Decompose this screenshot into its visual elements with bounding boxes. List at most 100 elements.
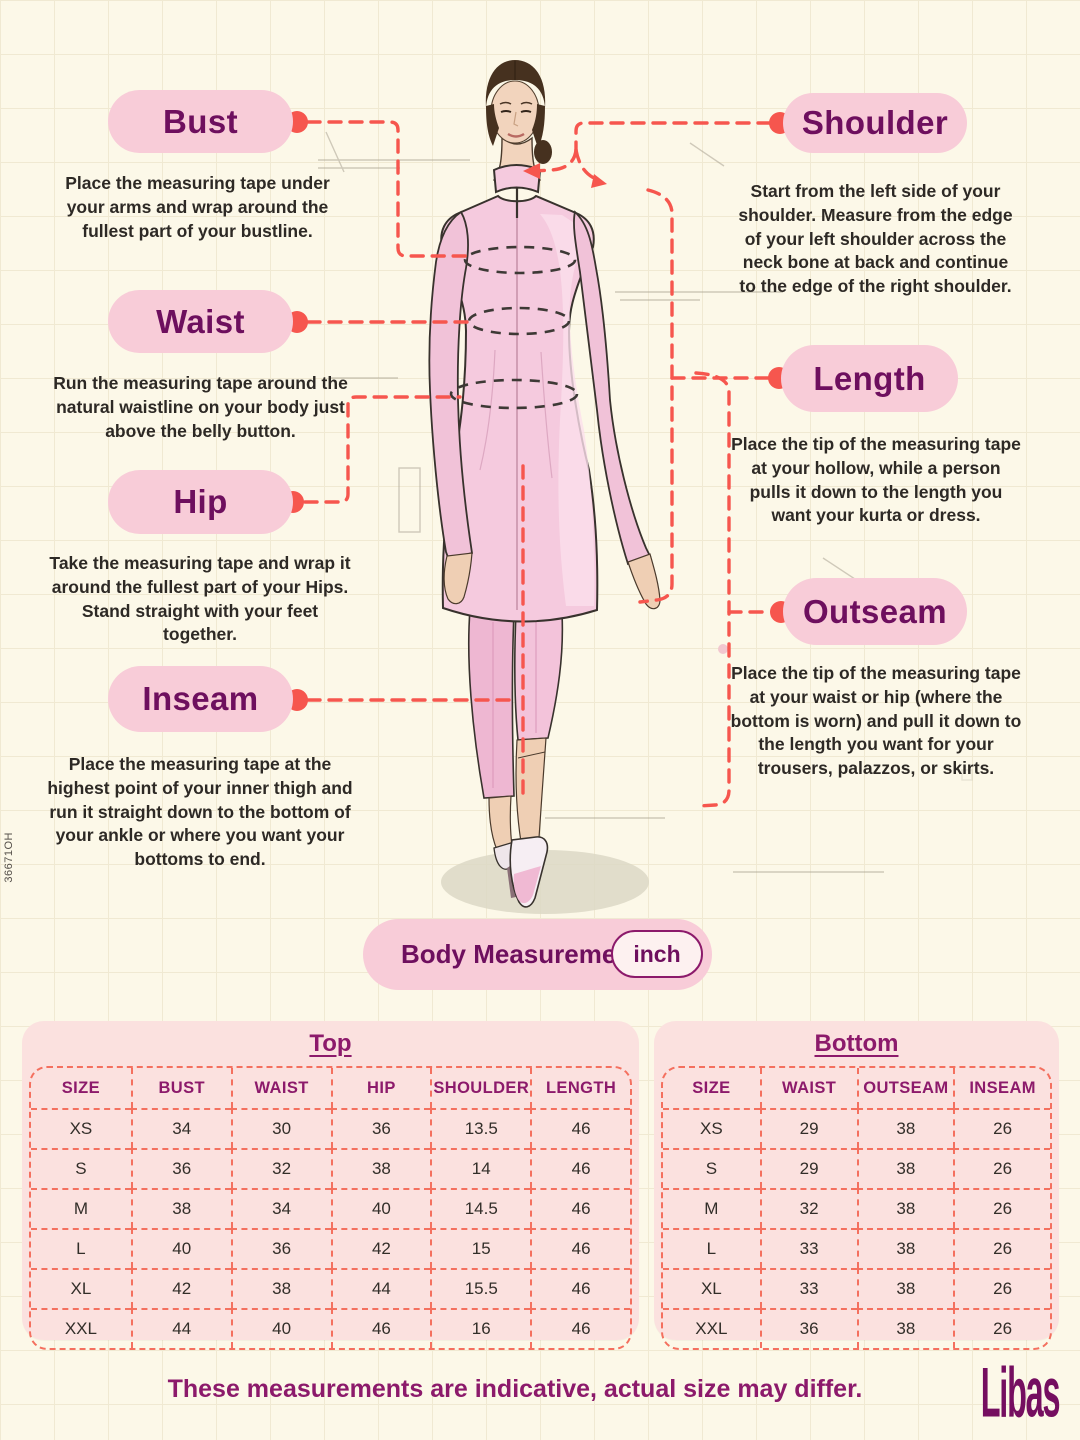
size-value-cell: 44	[130, 1308, 231, 1348]
size-label-cell: S	[663, 1148, 760, 1188]
figure-head	[485, 60, 552, 164]
hip-ellipse	[449, 378, 579, 410]
size-value-cell: 40	[230, 1308, 331, 1348]
hip-label: Hip	[173, 483, 228, 520]
column-header-length: LENGTH	[530, 1068, 630, 1108]
size-value-cell: 36	[330, 1108, 431, 1148]
column-header-inseam: INSEAM	[953, 1068, 1050, 1108]
pencil-sketch-lines	[318, 131, 973, 873]
size-value-cell: 46	[530, 1308, 630, 1348]
size-value-cell: 46	[530, 1268, 630, 1308]
inseam-label: Inseam	[142, 680, 259, 717]
size-value-cell: 26	[953, 1308, 1050, 1348]
figure-arms	[428, 210, 661, 610]
size-label-cell: XS	[663, 1108, 760, 1148]
size-value-cell: 26	[953, 1188, 1050, 1228]
waist-label: Waist	[156, 302, 245, 340]
hip-label-pill: Hip	[108, 470, 293, 534]
size-value-cell: 32	[230, 1148, 331, 1188]
size-value-cell: 36	[759, 1308, 857, 1348]
size-value-cell: 44	[330, 1268, 431, 1308]
size-value-cell: 26	[953, 1108, 1050, 1148]
top-size-table: SIZE BUST WAIST HIP SHOULDER LENGTH XS 34 30 36 13…	[29, 1066, 632, 1350]
size-label-cell: XS	[31, 1108, 131, 1148]
shoulder-connector	[574, 121, 772, 152]
outseam-label: Outseam	[802, 592, 948, 630]
floor-shadow	[441, 850, 649, 914]
disclaimer-note: These measurements are indicative, actua…	[167, 1375, 863, 1403]
waist-description: Run the measuring tape around the natura…	[53, 373, 348, 441]
column-header-size: SIZE	[692, 1078, 731, 1097]
body-measurement-label: Body Measurement	[401, 939, 641, 969]
size-value-cell: 46	[530, 1148, 630, 1188]
bottom-size-table-card: Bottom SIZE WAIST OUTSEAM INSEAM XS 29 38 26 S 29…	[654, 1021, 1059, 1350]
unit-toggle-inch[interactable]: inch	[611, 930, 703, 978]
size-label-cell: XL	[663, 1268, 760, 1308]
size-value-cell: 26	[953, 1148, 1050, 1188]
outseam-description: Place the tip of the measuring tape at y…	[730, 663, 1022, 779]
waist-label-pill: Waist	[108, 290, 293, 353]
bust-label-pill: Bust	[108, 90, 293, 153]
size-value-cell: 38	[330, 1148, 431, 1188]
shoulder-description: Start from the left side of your shoulde…	[738, 181, 1013, 297]
size-value-cell: 26	[953, 1228, 1050, 1268]
size-value-cell: 38	[230, 1268, 331, 1308]
size-value-cell: 16	[430, 1308, 531, 1348]
inseam-label-pill: Inseam	[108, 666, 293, 732]
size-label-cell: XXL	[663, 1308, 760, 1348]
size-label-cell: L	[663, 1228, 760, 1268]
bust-connector	[306, 120, 468, 258]
size-value-cell: 30	[230, 1108, 331, 1148]
size-value-cell: 40	[330, 1188, 431, 1228]
outseam-line	[694, 371, 731, 808]
column-header-hip: HIP	[330, 1068, 431, 1108]
size-label-cell: M	[663, 1188, 760, 1228]
inseam-description: Place the measuring tape at the highest …	[47, 754, 353, 870]
size-value-cell: 29	[759, 1148, 857, 1188]
size-value-cell: 46	[530, 1108, 630, 1148]
size-value-cell: 38	[856, 1228, 954, 1268]
size-label-cell: L	[31, 1228, 131, 1268]
size-value-cell: 34	[230, 1188, 331, 1228]
size-value-cell: 13.5	[430, 1108, 531, 1148]
bottom-size-table: SIZE WAIST OUTSEAM INSEAM XS 29 38 26 S 29 38 26 M 32…	[661, 1066, 1052, 1350]
size-value-cell: 46	[530, 1188, 630, 1228]
size-value-cell: 38	[130, 1188, 231, 1228]
size-label-cell: M	[31, 1188, 131, 1228]
size-value-cell: 33	[759, 1268, 857, 1308]
shoulder-label-pill: Shoulder	[783, 93, 967, 153]
shoulder-arrow-right-line	[574, 148, 598, 181]
length-label-pill: Length	[781, 345, 958, 412]
hip-description: Take the measuring tape and wrap it arou…	[49, 553, 351, 645]
bottom-table-title: Bottom	[814, 1030, 899, 1057]
size-value-cell: 38	[856, 1148, 954, 1188]
size-value-cell: 14.5	[430, 1188, 531, 1228]
bust-ellipse	[463, 245, 577, 275]
size-value-cell: 26	[953, 1268, 1050, 1308]
size-label-cell: S	[31, 1148, 131, 1188]
column-header-bust: BUST	[130, 1068, 231, 1108]
size-value-cell: 36	[130, 1148, 231, 1188]
size-label-cell: XL	[31, 1268, 131, 1308]
shoulder-label: Shoulder	[801, 104, 949, 141]
waist-ellipse	[467, 306, 571, 336]
size-value-cell: 38	[856, 1188, 954, 1228]
size-value-cell: 14	[430, 1148, 531, 1188]
size-value-cell: 15	[430, 1228, 531, 1268]
hip-connector	[303, 395, 462, 504]
size-value-cell: 32	[759, 1188, 857, 1228]
column-header-size: SIZE	[61, 1078, 101, 1097]
length-line	[638, 188, 674, 604]
length-label: Length	[813, 359, 926, 397]
measurement-ellipses	[449, 245, 579, 410]
size-value-cell: 33	[759, 1228, 857, 1268]
size-value-cell: 46	[530, 1228, 630, 1268]
column-header-shoulder: SHOULDER	[430, 1068, 530, 1108]
size-value-cell: 29	[759, 1108, 857, 1148]
top-size-table-card: Top SIZE BUST WAIST HIP SHOULDER LENGTH XS 34 30…	[22, 1021, 639, 1350]
size-value-cell: 46	[330, 1308, 431, 1348]
outseam-label-pill: Outseam	[783, 578, 967, 645]
size-value-cell: 42	[130, 1268, 231, 1308]
